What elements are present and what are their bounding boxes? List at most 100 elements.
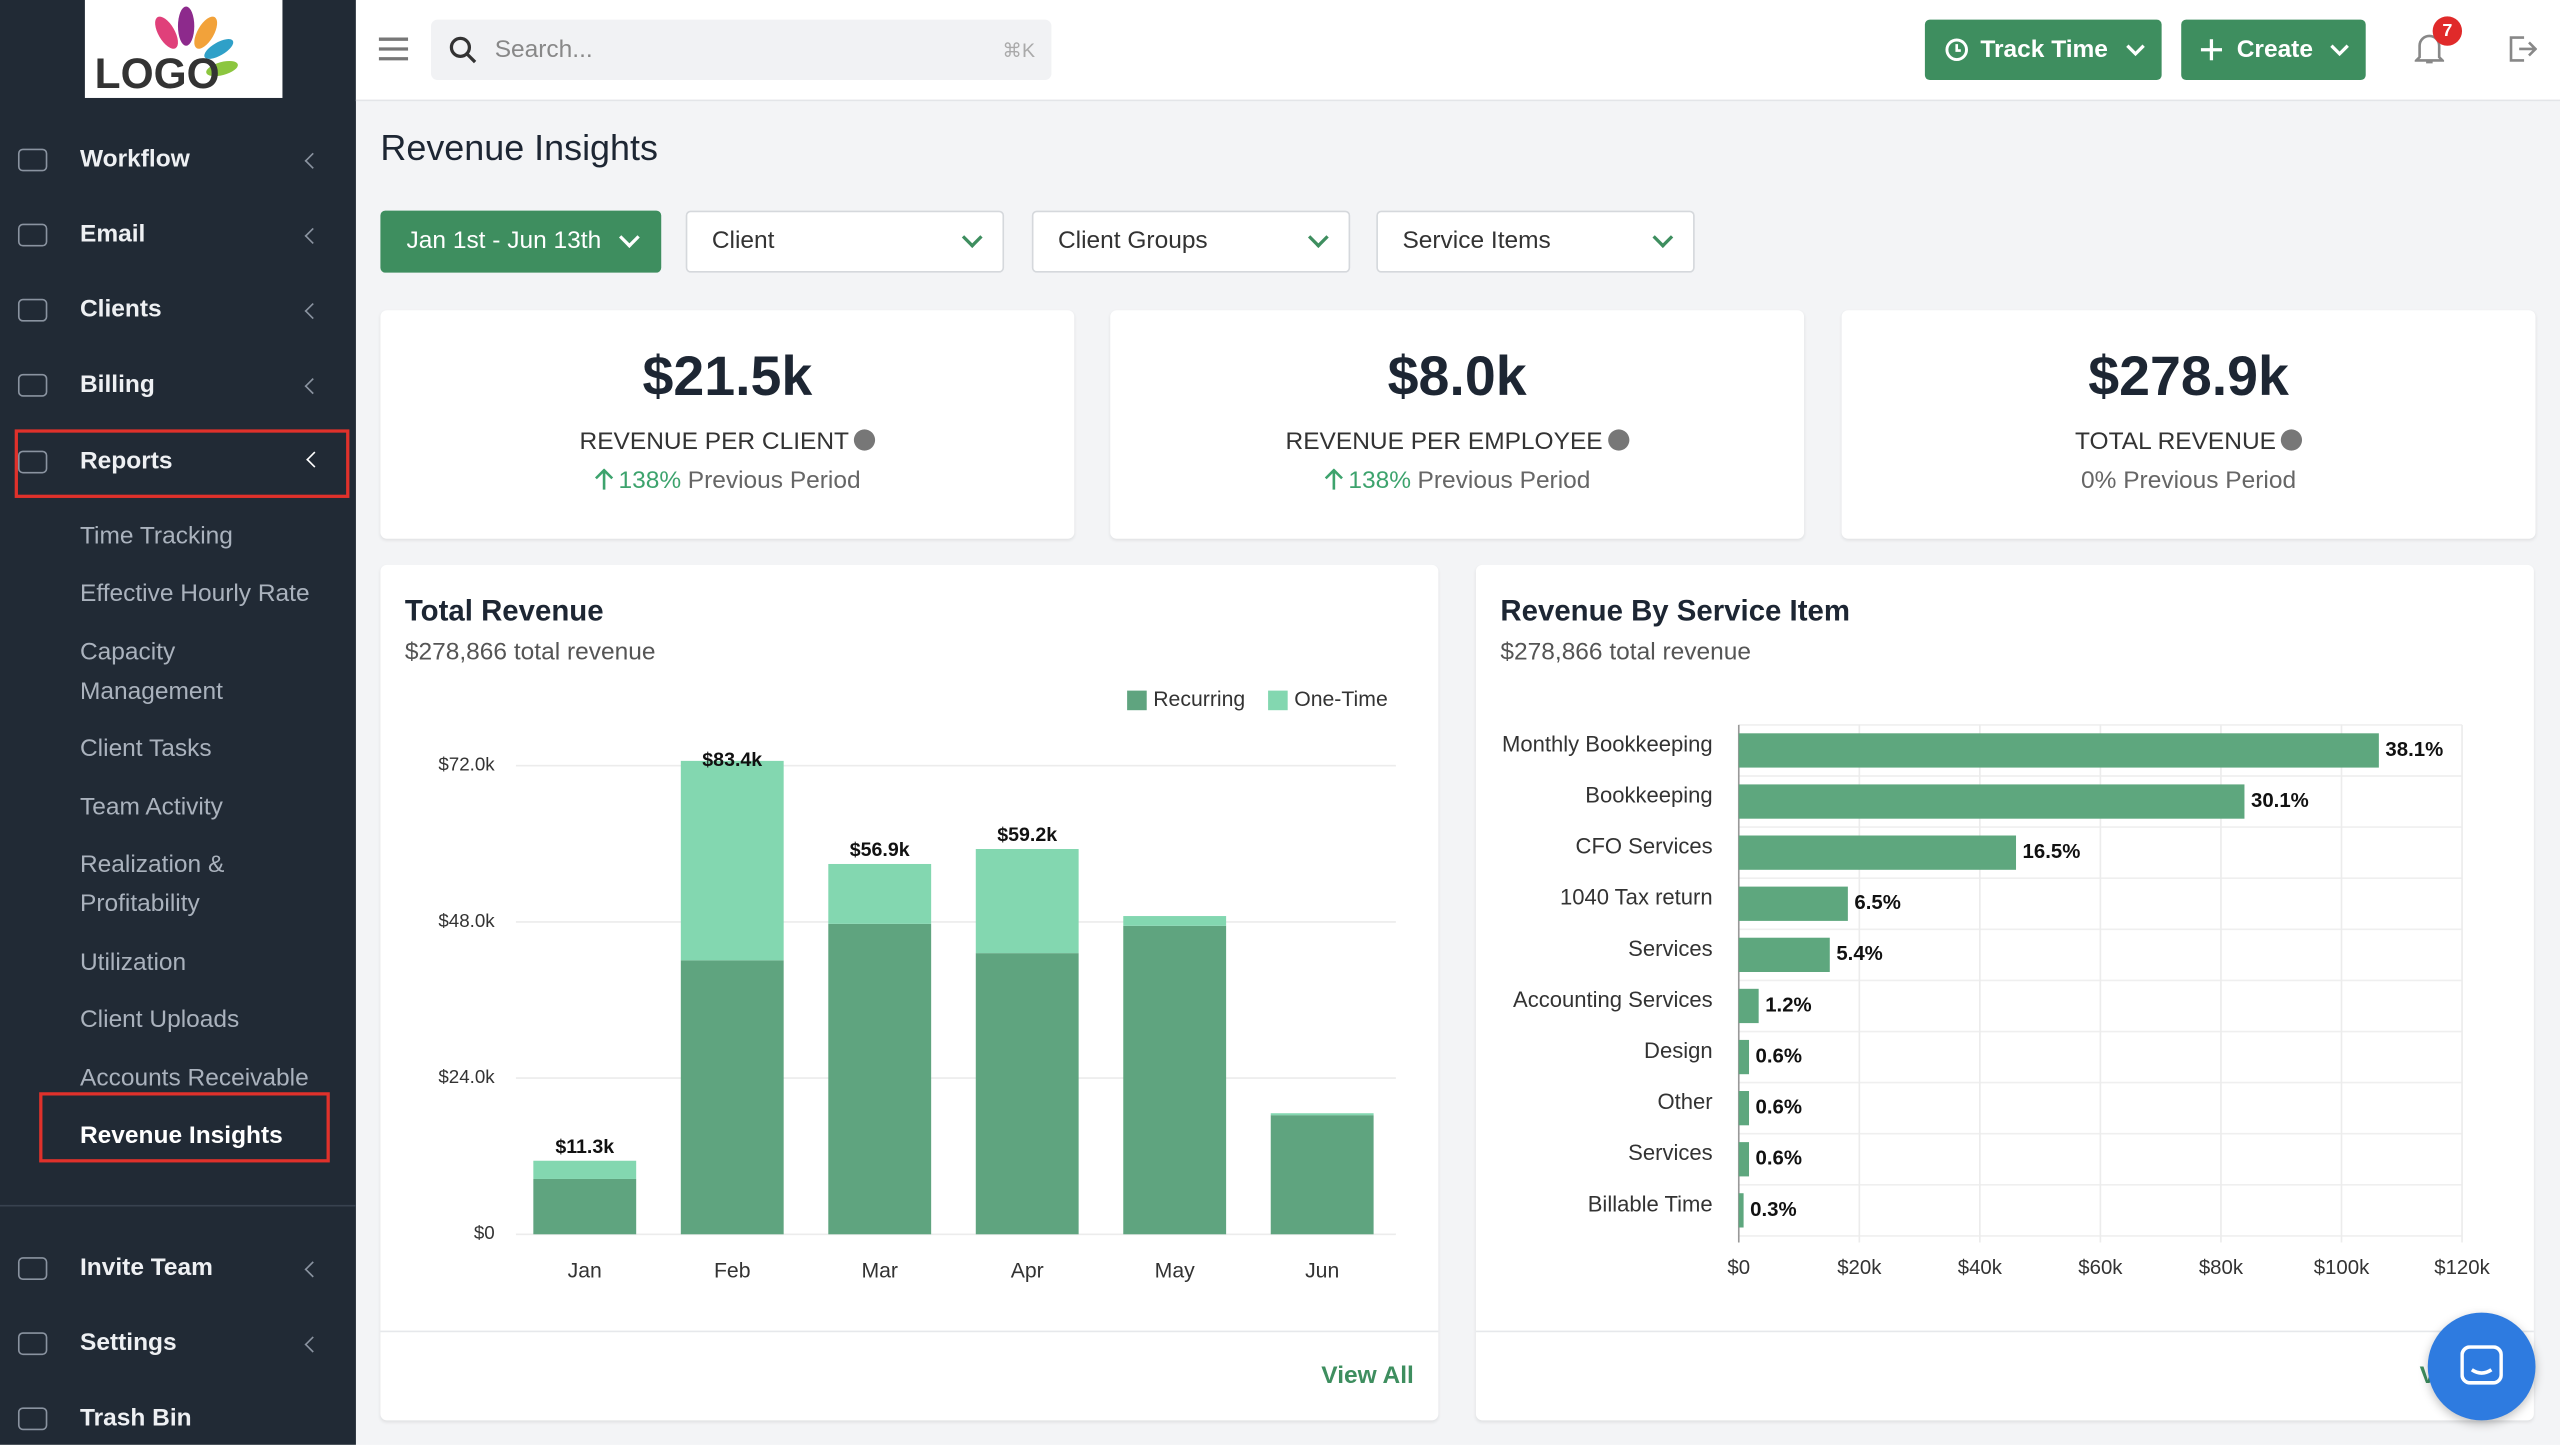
x-tick-label: $60k (2078, 1257, 2123, 1279)
info-icon (853, 429, 876, 451)
total-label: $56.9k (850, 839, 910, 861)
submenu-item[interactable]: Capacity Management (79, 637, 223, 705)
bars: Monthly Bookkeeping 38.1% Bookkeeping 30.1%… (1502, 731, 2443, 1228)
legend-label: Recurring (1153, 688, 1245, 711)
logo[interactable]: LOGO (84, 0, 283, 98)
divider (380, 1330, 1439, 1333)
nav-icon (17, 1332, 48, 1356)
info-icon (1607, 429, 1629, 451)
filter-dropdown[interactable]: Service Items (1376, 210, 1695, 273)
bar (1738, 1091, 1750, 1126)
page-title: Revenue Insights (380, 127, 658, 169)
nav-icon (17, 450, 48, 474)
search-icon (449, 36, 477, 64)
divider (0, 1204, 356, 1207)
view-all-link[interactable]: View All (1321, 1361, 1414, 1390)
bar (1738, 1039, 1750, 1075)
track-time-button[interactable]: Track Time (1924, 19, 2162, 80)
x-tick-label: Jun (1305, 1259, 1339, 1282)
kpi-change-value: 138% (1348, 466, 1411, 495)
menu-icon[interactable] (378, 36, 409, 62)
x-tick-label: Apr (1011, 1259, 1044, 1282)
kpi-change-text: Previous Period (687, 466, 861, 495)
x-tick-label: Mar (861, 1259, 898, 1282)
chart-card: Revenue By Service Item $278,866 total r… (1475, 564, 2534, 1421)
y-tick-label: CFO Services (1576, 834, 1713, 859)
submenu-item[interactable]: Client Uploads (79, 1006, 240, 1034)
highlight (39, 1092, 330, 1163)
nav-item[interactable]: Clients (79, 295, 162, 324)
x-tick-label: $0 (1727, 1257, 1750, 1279)
y-tick-label: Services (1628, 1140, 1712, 1165)
up-arrow (1324, 468, 1343, 490)
total-label: $59.2k (997, 824, 1057, 846)
submenu-item[interactable]: Time Tracking (79, 522, 233, 550)
divider (1475, 1330, 2534, 1333)
total-label: $11.3k (555, 1136, 614, 1158)
bar-segment (1270, 1115, 1374, 1235)
bar-segment (975, 849, 1079, 954)
info-icon (2280, 429, 2303, 451)
legend-swatch (1127, 690, 1147, 711)
highlight (14, 429, 350, 498)
kpi-change-value: 138% (618, 466, 682, 495)
kpi-label: REVENUE PER EMPLOYEE (1110, 428, 1804, 456)
y-tick-label: $24.0k (438, 1066, 495, 1087)
up-arrow (594, 468, 613, 490)
nav-item[interactable]: Trash Bin (79, 1404, 192, 1432)
submenu-item[interactable]: Accounts Receivable (79, 1064, 309, 1092)
kpi-card: $21.5k REVENUE PER CLIENT 138% Previous Per… (380, 310, 1075, 539)
x-tick-label: $100k (2314, 1257, 2370, 1279)
nav-item[interactable]: Settings (79, 1328, 177, 1357)
nav-icon (17, 373, 48, 397)
chevron (2126, 44, 2145, 57)
create-button[interactable]: Create (2181, 19, 2366, 80)
notification-badge: 7 (2432, 16, 2463, 46)
chart-subtitle: $278,866 total revenue (404, 638, 656, 667)
chat-button[interactable] (2427, 1312, 2536, 1421)
y-tick-label: Accounting Services (1513, 987, 1713, 1012)
logout-icon[interactable] (2508, 36, 2538, 62)
chart-title: Revenue By Service Item (1500, 594, 1850, 627)
bar-segment (828, 863, 932, 924)
bar-segment (533, 1160, 637, 1179)
x-tick-label: May (1155, 1259, 1195, 1282)
submenu-item[interactable]: Team Activity (79, 793, 223, 821)
logo-text: LOGO (95, 50, 220, 97)
y-tick-label: Billable Time (1588, 1191, 1713, 1216)
kpi-change: 138% Previous Period (1110, 467, 1804, 495)
bar-segment (680, 760, 784, 961)
kpi-value: $21.5k (642, 346, 813, 409)
value-label: 16.5% (2023, 841, 2081, 863)
logo-graphic: LOGO (95, 6, 238, 97)
value-label: 0.3% (1750, 1199, 1796, 1221)
nav-item[interactable]: Billing (79, 370, 155, 399)
nav-item[interactable]: Invite Team (79, 1253, 213, 1282)
submenu-item[interactable]: Revenue Insights (79, 1122, 283, 1150)
filter-label: Client Groups (1057, 226, 1208, 255)
submenu-item[interactable]: Realization & Profitability (79, 851, 225, 918)
y-tick-label: $72.0k (438, 754, 495, 775)
filter-dropdown[interactable]: Client Groups (1031, 210, 1351, 273)
bar-segment (533, 1178, 637, 1235)
bar (1738, 886, 1848, 921)
kpi-value: $8.0k (1387, 346, 1527, 409)
chevron (1307, 227, 1329, 248)
bar (1738, 784, 2245, 819)
x-tick-label: $120k (2434, 1257, 2490, 1279)
y-tick-label: Design (1644, 1038, 1713, 1063)
filter-dropdown[interactable]: Jan 1st - Jun 13th (380, 210, 662, 273)
submenu-item[interactable]: Utilization (79, 948, 187, 976)
filter-dropdown[interactable]: Client (685, 210, 1005, 273)
nav-item[interactable]: Reports (79, 447, 173, 476)
submenu-item[interactable]: Client Tasks (79, 735, 212, 763)
nav-item[interactable]: Email (79, 220, 146, 249)
value-label: 1.2% (1765, 994, 1811, 1016)
nav-item[interactable]: Workflow (79, 145, 190, 174)
top-bar: Search... ⌘K Track Time Create 7 (355, 0, 2560, 102)
search[interactable]: Search... ⌘K (431, 19, 1052, 80)
shortcut: ⌘K (1002, 39, 1036, 63)
y-tick-label: Other (1658, 1089, 1713, 1114)
submenu-item[interactable]: Effective Hourly Rate (79, 579, 310, 608)
